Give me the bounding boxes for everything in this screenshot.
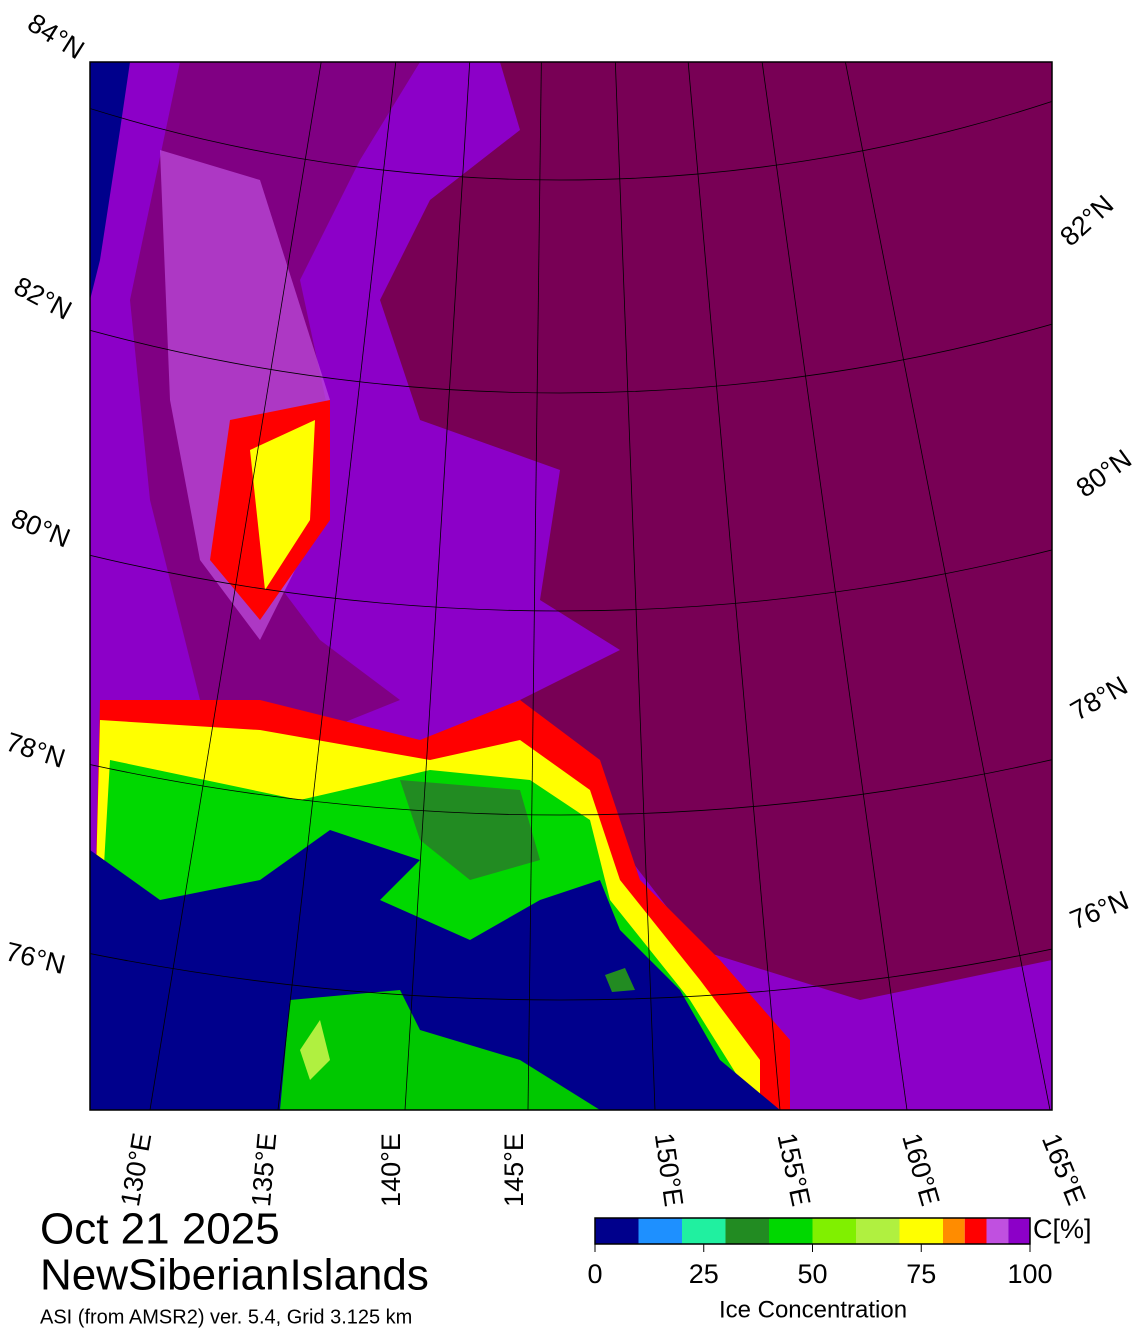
- colorbar-segment: [964, 1218, 987, 1244]
- date: Oct 21 2025: [40, 1205, 280, 1254]
- colorbar-segment: [595, 1218, 639, 1244]
- colorbar-tick-label: 100: [1007, 1259, 1052, 1289]
- colorbar-segment: [856, 1218, 900, 1244]
- latitude-label: 76°N: [1066, 885, 1133, 935]
- colorbar-segment: [1008, 1218, 1030, 1244]
- colorbar-segment: [943, 1218, 965, 1244]
- meridian: [404, 62, 471, 1110]
- colorbar-segment: [899, 1218, 943, 1244]
- colorbar-tick-label: 25: [689, 1259, 719, 1289]
- meridian: [149, 62, 322, 1110]
- colorbar-segment: [986, 1218, 1009, 1244]
- latitude-label: 84°N: [22, 8, 89, 65]
- longitude-label: 135°E: [246, 1132, 282, 1208]
- colorbar-segment: [725, 1218, 769, 1244]
- colorbar-segment: [638, 1218, 682, 1244]
- map-frame: [89, 61, 1053, 1111]
- map-image: [90, 62, 1052, 1110]
- latitude-label: 80°N: [1071, 444, 1137, 504]
- meridian: [845, 62, 1051, 1110]
- colorbar-tick-label: 50: [797, 1259, 827, 1289]
- meridian: [687, 62, 781, 1110]
- longitude-label: 155°E: [771, 1130, 816, 1208]
- colorbar-unit: C[%]: [1033, 1214, 1092, 1244]
- colorbar-tick-label: 0: [587, 1259, 602, 1289]
- meridian: [277, 62, 397, 1110]
- longitude-label: 140°E: [376, 1133, 406, 1207]
- latitude-label: 78°N: [1065, 670, 1132, 726]
- colorbar-segment: [812, 1218, 856, 1244]
- colorbar-label: Ice Concentration: [719, 1296, 907, 1323]
- meridian: [614, 62, 656, 1110]
- meridian: [761, 62, 908, 1110]
- latitude-label: 82°N: [9, 271, 76, 326]
- longitude-label: 165°E: [1036, 1129, 1091, 1209]
- latitude-label: 82°N: [1054, 189, 1119, 252]
- longitude-label: 150°E: [649, 1131, 689, 1208]
- longitude-label: 130°E: [115, 1131, 157, 1209]
- meridian: [527, 62, 542, 1110]
- longitude-label: 145°E: [499, 1133, 529, 1207]
- longitude-label: 160°E: [896, 1130, 945, 1209]
- latitude-label: 80°N: [7, 503, 74, 553]
- region: NewSiberianIslands: [40, 1251, 429, 1300]
- colorbar-segment: [769, 1218, 813, 1244]
- latitude-label: 76°N: [3, 936, 69, 980]
- source: ASI (from AMSR2) ver. 5.4, Grid 3.125 km: [40, 1306, 412, 1328]
- latitude-label: 78°N: [2, 727, 69, 774]
- colorbar-tick-label: 75: [906, 1259, 936, 1289]
- colorbar-segment: [682, 1218, 726, 1244]
- graticule: [90, 62, 1052, 1110]
